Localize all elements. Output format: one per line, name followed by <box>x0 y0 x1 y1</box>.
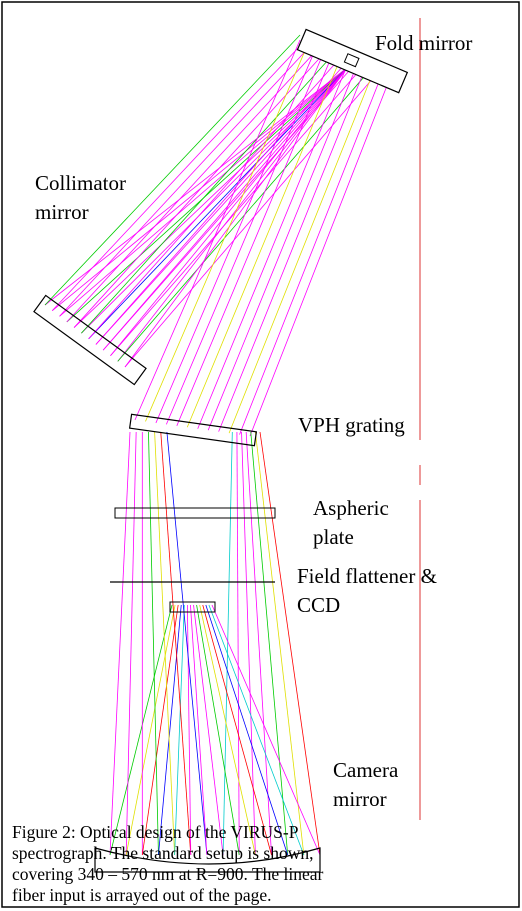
ray <box>166 50 324 424</box>
ray <box>237 432 239 855</box>
collimator-body <box>34 295 146 384</box>
component-label: Field flattener & <box>297 564 437 588</box>
component-label: Collimator <box>35 171 126 195</box>
ray <box>110 605 172 855</box>
ray <box>161 432 191 855</box>
ray <box>125 70 380 367</box>
ray <box>145 43 308 421</box>
ray <box>96 57 351 344</box>
ray <box>212 605 320 855</box>
caption-line: Figure 2: Optical design of the VIRUS-P <box>12 822 299 842</box>
ray <box>148 432 158 855</box>
ray <box>81 67 348 333</box>
component-label: plate <box>313 525 354 549</box>
caption-line: spectrograph. The standard setup is show… <box>12 843 314 863</box>
ray <box>198 61 349 429</box>
component-label: Fold mirror <box>375 31 472 55</box>
ccd <box>170 602 215 612</box>
component-label: mirror <box>35 200 89 224</box>
component-label: mirror <box>333 787 387 811</box>
ray <box>89 54 344 339</box>
ray <box>74 67 348 328</box>
component-label: VPH grating <box>298 413 405 437</box>
ray <box>126 605 175 855</box>
ray <box>89 67 348 339</box>
ray <box>246 432 271 855</box>
component-label: Camera <box>333 758 399 782</box>
ray <box>110 64 365 356</box>
caption-line: fiber input is arrayed out of the page. <box>12 885 272 905</box>
ray <box>110 432 130 855</box>
component-label: CCD <box>297 593 340 617</box>
ray <box>223 432 232 855</box>
ray <box>126 432 136 855</box>
ray <box>242 432 256 855</box>
ray <box>203 605 272 855</box>
labels: Fold mirror Collimator mirror VPH grating As… <box>12 31 472 905</box>
figure: Fold mirror Collimator mirror VPH grating As… <box>0 0 522 911</box>
collimator-mirror <box>34 295 146 384</box>
component-label: Aspheric <box>313 496 389 520</box>
ray <box>240 75 382 435</box>
ray <box>103 67 348 350</box>
ray-trace <box>45 35 390 855</box>
ray <box>190 605 206 855</box>
ray <box>125 67 348 367</box>
page: {"labels": [ {"lines": ["Fold mirror"]},… <box>0 0 522 911</box>
ray <box>158 605 181 855</box>
caption-line: covering 340 – 570 nm at R=900. The line… <box>12 864 324 884</box>
